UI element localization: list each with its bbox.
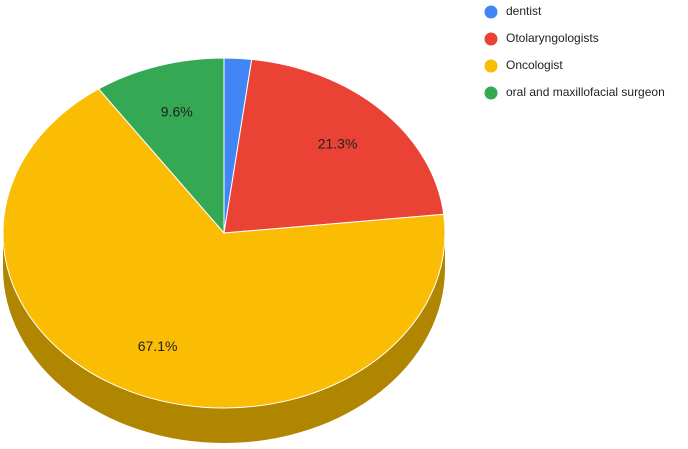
value-label: 9.6% [161, 103, 193, 119]
legend-label: dentist [506, 4, 542, 18]
legend-label: Oncologist [506, 58, 563, 72]
legend-label: Otolaryngologists [506, 31, 599, 45]
legend-marker [484, 59, 498, 73]
legend-marker [484, 32, 498, 46]
legend-marker [484, 5, 498, 19]
value-label: 67.1% [138, 338, 178, 354]
value-label: 21.3% [318, 135, 358, 151]
legend-marker [484, 86, 498, 100]
slice [97, 57, 225, 235]
slice [223, 58, 445, 234]
legend-label: oral and maxillofacial surgeon [506, 85, 665, 99]
slice [2, 88, 446, 409]
slice-side [3, 233, 445, 443]
